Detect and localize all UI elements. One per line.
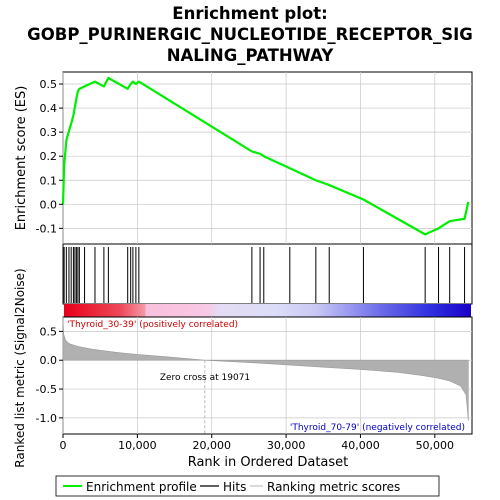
legend-metric-label: Ranking metric scores	[267, 480, 400, 494]
zero-cross-label: Zero cross at 19071	[160, 373, 250, 383]
metric-tick-label: -1.0	[36, 412, 57, 425]
es-tick-label: -0.1	[36, 222, 57, 235]
es-curve-group	[61, 76, 470, 236]
metric-area-group	[62, 319, 469, 434]
metric-tick-label: 0.5	[40, 325, 58, 338]
metric-panel	[62, 316, 473, 435]
es-tick-label: 0.3	[40, 126, 58, 139]
es-yticks: -0.1 0.0 0.1 0.2 0.3 0.4 0.5	[36, 78, 63, 235]
x-tick-label: 30,000	[267, 439, 306, 452]
x-tick-label: 40,000	[341, 439, 380, 452]
es-grid	[62, 72, 472, 244]
negative-label: 'Thyroid_70-79' (negatively correlated)	[290, 423, 465, 433]
es-y-axis-label: Enrichment score (ES)	[14, 86, 29, 231]
metric-y-axis-label: Ranked list metric (Signal2Noise)	[13, 268, 27, 467]
heatmap-bar	[64, 304, 471, 317]
es-tick-label: 0.2	[40, 150, 58, 163]
legend: Enrichment profile Hits Ranking metric s…	[55, 475, 440, 497]
es-tick-label: 0.4	[40, 102, 58, 115]
metric-tick-label: 0.0	[40, 354, 58, 367]
title-line-3: NALING_PATHWAY	[167, 46, 335, 65]
x-tick-label: 0	[60, 439, 67, 452]
x-tick-label: 20,000	[192, 439, 231, 452]
metric-tick-label: -0.5	[36, 383, 57, 396]
legend-es-label: Enrichment profile	[86, 480, 197, 494]
hits-panel	[62, 243, 473, 305]
x-axis-label: Rank in Ordered Dataset	[188, 455, 349, 470]
es-tick-label: 0.1	[40, 174, 58, 187]
title-line-1: Enrichment plot:	[172, 4, 327, 23]
metric-yticks: -1.0 -0.5 0.0 0.5	[36, 325, 63, 425]
es-line	[61, 76, 470, 236]
x-tick-label: 50,000	[416, 439, 455, 452]
es-tick-label: 0.5	[40, 78, 58, 91]
metric-area	[62, 319, 469, 421]
x-ticks: 0 10,000 20,000 30,000 40,000 50,000	[60, 434, 455, 452]
x-tick-label: 10,000	[118, 439, 157, 452]
positive-label: 'Thyroid_30-39' (positively correlated)	[67, 320, 238, 330]
title-line-2: GOBP_PURINERGIC_NUCLEOTIDE_RECEPTOR_SIG	[27, 25, 473, 44]
es-tick-label: 0.0	[40, 198, 58, 211]
hit-lines-group	[63, 247, 466, 303]
legend-hits-label: Hits	[223, 480, 246, 494]
